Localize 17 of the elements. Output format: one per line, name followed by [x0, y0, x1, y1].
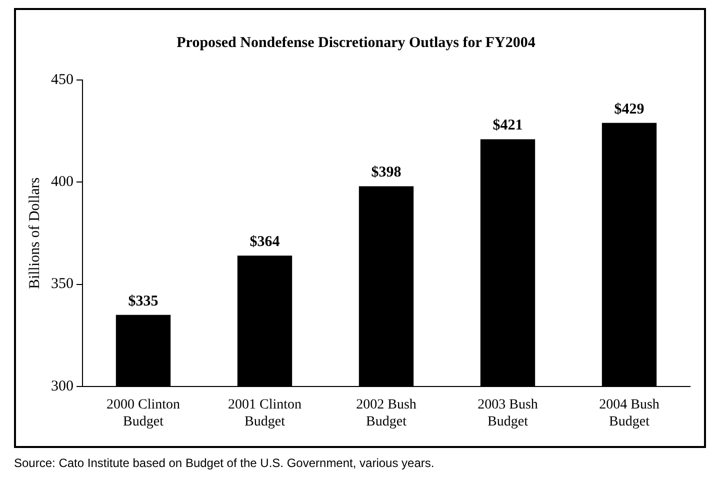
- chart-title: Proposed Nondefense Discretionary Outlays for FY2004: [176, 34, 536, 51]
- data-label: $398: [371, 164, 402, 181]
- y-tick-label: 300: [51, 378, 74, 394]
- source-note: Source: Cato Institute based on Budget of the U.S. Government, various years.: [14, 456, 434, 470]
- x-tick-label: 2000 Clinton Budget: [106, 397, 180, 430]
- y-axis-title: Billions of Dollars: [26, 177, 43, 290]
- data-label: $335: [128, 293, 158, 310]
- data-label: $364: [250, 234, 280, 250]
- y-tick-label: 400: [51, 174, 74, 190]
- y-tick-label: 350: [51, 276, 74, 292]
- data-label: $429: [614, 101, 644, 118]
- x-tick-label: 2001 Clinton Budget: [228, 397, 302, 430]
- x-tick-label: 2003 Bush Budget: [478, 397, 538, 430]
- data-label: $421: [492, 118, 523, 134]
- y-tick-label: 450: [51, 72, 74, 88]
- x-tick-label: 2002 Bush Budget: [356, 397, 416, 430]
- x-tick-label: 2004 Bush Budget: [599, 397, 660, 430]
